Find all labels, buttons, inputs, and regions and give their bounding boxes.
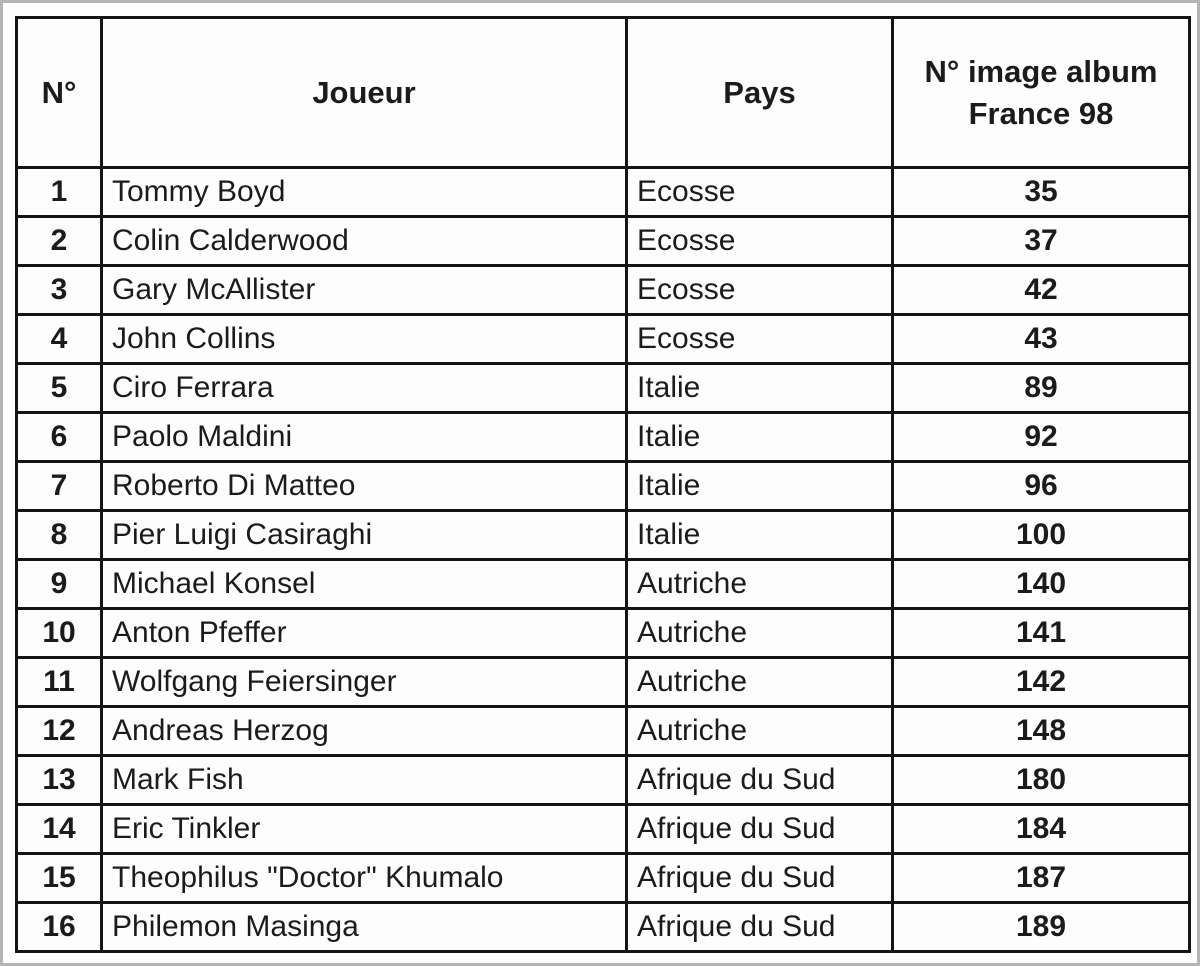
cell-country: Italie (625, 509, 894, 561)
cell-player: Theophilus "Doctor" Khumalo (100, 852, 628, 904)
cell-player: Anton Pfeffer (100, 607, 628, 659)
header-num: N° (15, 16, 103, 169)
cell-album: 148 (891, 705, 1191, 757)
cell-player: Ciro Ferrara (100, 362, 628, 414)
table-row: 12 Andreas Herzog Autriche 148 (15, 705, 1191, 757)
cell-player: Wolfgang Feiersinger (100, 656, 628, 708)
cell-album: 187 (891, 852, 1191, 904)
header-row: N° Joueur Pays N° image album France 98 (15, 16, 1191, 169)
cell-country: Autriche (625, 607, 894, 659)
cell-country: Ecosse (625, 264, 894, 316)
table-row: 4 John Collins Ecosse 43 (15, 313, 1191, 365)
cell-album: 89 (891, 362, 1191, 414)
header-country: Pays (625, 16, 894, 169)
cell-album: 96 (891, 460, 1191, 512)
table-row: 16 Philemon Masinga Afrique du Sud 189 (15, 901, 1191, 953)
cell-country: Ecosse (625, 166, 894, 218)
cell-player: Tommy Boyd (100, 166, 628, 218)
cell-album: 189 (891, 901, 1191, 953)
table-row: 7 Roberto Di Matteo Italie 96 (15, 460, 1191, 512)
cell-num: 10 (15, 607, 103, 659)
table-row: 3 Gary McAllister Ecosse 42 (15, 264, 1191, 316)
table-row: 13 Mark Fish Afrique du Sud 180 (15, 754, 1191, 806)
cell-player: John Collins (100, 313, 628, 365)
cell-album: 140 (891, 558, 1191, 610)
cell-num: 16 (15, 901, 103, 953)
table-row: 15 Theophilus "Doctor" Khumalo Afrique du … (15, 852, 1191, 904)
cell-player: Gary McAllister (100, 264, 628, 316)
cell-album: 142 (891, 656, 1191, 708)
cell-player: Pier Luigi Casiraghi (100, 509, 628, 561)
header-album: N° image album France 98 (891, 16, 1191, 169)
cell-num: 4 (15, 313, 103, 365)
cell-country: Autriche (625, 705, 894, 757)
cell-num: 15 (15, 852, 103, 904)
cell-num: 7 (15, 460, 103, 512)
table-header: N° Joueur Pays N° image album France 98 (15, 16, 1191, 169)
cell-player: Paolo Maldini (100, 411, 628, 463)
cell-player: Eric Tinkler (100, 803, 628, 855)
cell-album: 35 (891, 166, 1191, 218)
cell-player: Michael Konsel (100, 558, 628, 610)
cell-player: Roberto Di Matteo (100, 460, 628, 512)
table-row: 10 Anton Pfeffer Autriche 141 (15, 607, 1191, 659)
table-row: 8 Pier Luigi Casiraghi Italie 100 (15, 509, 1191, 561)
table-row: 9 Michael Konsel Autriche 140 (15, 558, 1191, 610)
cell-num: 5 (15, 362, 103, 414)
cell-country: Afrique du Sud (625, 901, 894, 953)
header-album-line2: France 98 (968, 95, 1114, 131)
cell-country: Italie (625, 362, 894, 414)
table-row: 11 Wolfgang Feiersinger Autriche 142 (15, 656, 1191, 708)
cell-num: 11 (15, 656, 103, 708)
table-row: 14 Eric Tinkler Afrique du Sud 184 (15, 803, 1191, 855)
cell-album: 141 (891, 607, 1191, 659)
cell-country: Italie (625, 411, 894, 463)
cell-album: 184 (891, 803, 1191, 855)
players-album-table: N° Joueur Pays N° image album France 98 … (15, 16, 1191, 953)
table-row: 6 Paolo Maldini Italie 92 (15, 411, 1191, 463)
cell-num: 8 (15, 509, 103, 561)
cell-player: Philemon Masinga (100, 901, 628, 953)
table-row: 2 Colin Calderwood Ecosse 37 (15, 215, 1191, 267)
cell-country: Afrique du Sud (625, 803, 894, 855)
cell-country: Afrique du Sud (625, 852, 894, 904)
table-row: 1 Tommy Boyd Ecosse 35 (15, 166, 1191, 218)
cell-country: Ecosse (625, 313, 894, 365)
cell-num: 14 (15, 803, 103, 855)
cell-num: 9 (15, 558, 103, 610)
cell-num: 1 (15, 166, 103, 218)
cell-player: Mark Fish (100, 754, 628, 806)
cell-country: Autriche (625, 558, 894, 610)
cell-num: 13 (15, 754, 103, 806)
table-body: 1 Tommy Boyd Ecosse 35 2 Colin Calderwood Ecos… (15, 166, 1191, 953)
cell-country: Autriche (625, 656, 894, 708)
table-row: 5 Ciro Ferrara Italie 89 (15, 362, 1191, 414)
cell-country: Ecosse (625, 215, 894, 267)
cell-player: Andreas Herzog (100, 705, 628, 757)
cell-country: Italie (625, 460, 894, 512)
cell-album: 37 (891, 215, 1191, 267)
cell-num: 2 (15, 215, 103, 267)
cell-player: Colin Calderwood (100, 215, 628, 267)
cell-num: 6 (15, 411, 103, 463)
cell-album: 42 (891, 264, 1191, 316)
cell-album: 100 (891, 509, 1191, 561)
cell-album: 92 (891, 411, 1191, 463)
header-album-line1: N° image album (924, 53, 1158, 89)
header-player: Joueur (100, 16, 628, 169)
cell-country: Afrique du Sud (625, 754, 894, 806)
cell-num: 3 (15, 264, 103, 316)
cell-album: 180 (891, 754, 1191, 806)
cell-num: 12 (15, 705, 103, 757)
cell-album: 43 (891, 313, 1191, 365)
